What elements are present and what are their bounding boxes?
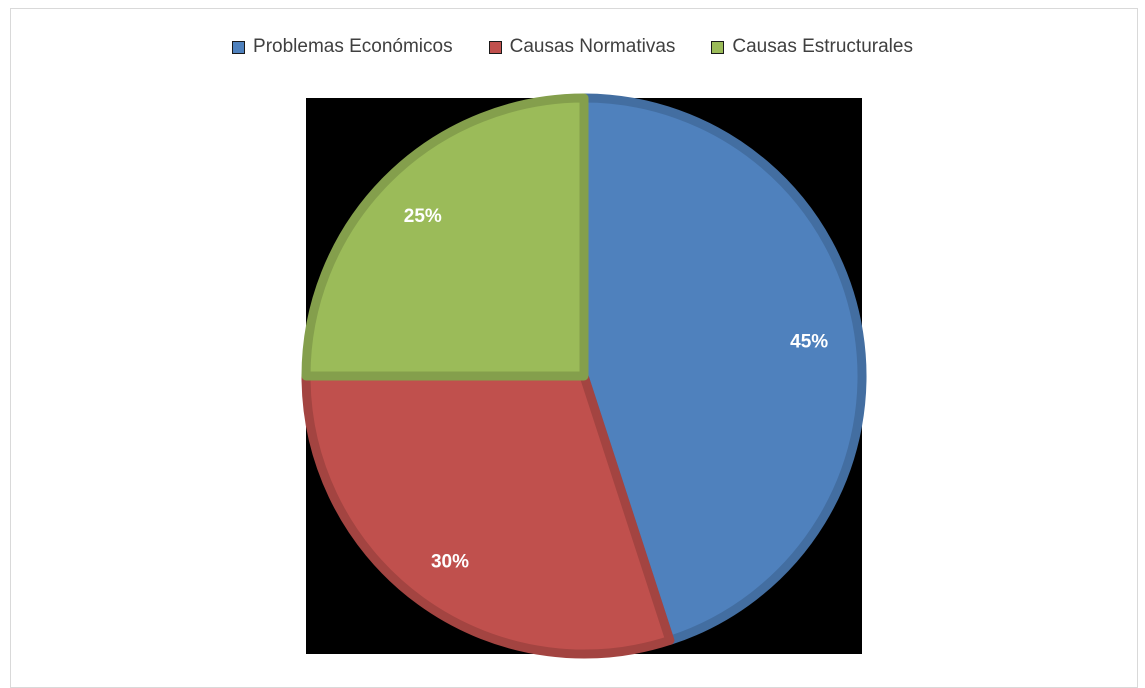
data-label-causas-normativas: 30% xyxy=(431,551,469,572)
legend-item-causas-normativas: Causas Normativas xyxy=(488,36,676,58)
legend-swatch-problemas-economicos xyxy=(232,40,246,54)
chart-legend: Problemas Económicos Causas Normativas C… xyxy=(0,36,1145,58)
data-label-problemas-economicos: 45% xyxy=(790,331,828,352)
legend-label-problemas-economicos: Problemas Económicos xyxy=(253,36,453,57)
legend-item-problemas-economicos: Problemas Económicos xyxy=(232,36,453,58)
legend-item-causas-estructurales: Causas Estructurales xyxy=(711,36,913,58)
legend-label-causas-normativas: Causas Normativas xyxy=(509,36,676,57)
pie-slice-causas-normativas xyxy=(301,371,675,659)
legend-swatch-causas-normativas xyxy=(488,40,502,54)
data-label-causas-estructurales: 25% xyxy=(404,206,442,227)
legend-label-causas-estructurales: Causas Estructurales xyxy=(732,36,913,57)
pie-slice-problemas-economicos xyxy=(579,93,867,645)
legend-swatch-causas-estructurales xyxy=(711,40,725,54)
pie-slice-causas-estructurales xyxy=(301,93,589,381)
